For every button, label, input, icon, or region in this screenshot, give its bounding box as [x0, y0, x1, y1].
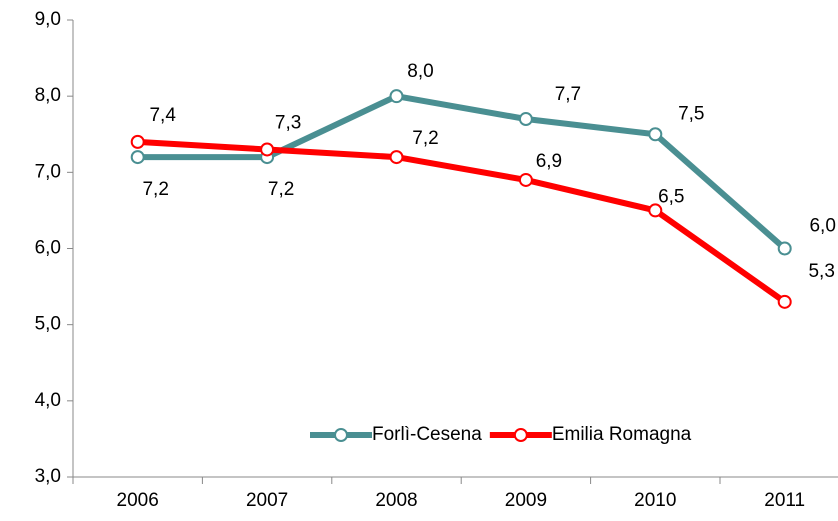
legend-marker [513, 428, 528, 442]
marker [130, 150, 145, 165]
x-tick-label: 2009 [505, 490, 547, 511]
x-tick-label: 2011 [764, 490, 805, 511]
data-label: 6,9 [536, 151, 562, 172]
x-tick-label: 2006 [117, 490, 159, 511]
data-label: 7,3 [275, 112, 301, 133]
marker [518, 172, 533, 187]
marker [777, 294, 792, 309]
data-label: 6,5 [658, 186, 684, 207]
marker [260, 142, 275, 157]
legend-marker [334, 428, 348, 442]
x-tick-label: 2008 [375, 490, 417, 511]
legend-label: Forlì-Cesena [372, 424, 482, 445]
marker [389, 150, 404, 165]
series-line [137, 93, 787, 251]
y-tick-label: 9,0 [35, 9, 61, 30]
data-label: 5,3 [808, 261, 834, 282]
marker [518, 112, 533, 127]
data-label: 6,0 [809, 216, 835, 237]
x-tick-label: 2007 [246, 490, 288, 511]
marker [648, 203, 663, 218]
y-tick-label: 5,0 [35, 314, 61, 335]
data-label: 7,5 [678, 103, 704, 124]
y-tick-label: 3,0 [35, 466, 61, 487]
y-tick-label: 8,0 [35, 85, 61, 106]
data-label: 7,2 [412, 128, 438, 149]
y-tick-label: 6,0 [35, 238, 61, 259]
marker [389, 89, 404, 104]
y-tick-label: 7,0 [35, 161, 61, 182]
data-label: 7,4 [149, 105, 176, 126]
series-line [137, 138, 787, 305]
data-label: 7,7 [555, 84, 581, 105]
legend-label: Emilia Romagna [552, 424, 692, 445]
marker [130, 134, 145, 149]
x-tick-label: 2010 [634, 490, 676, 511]
data-label: 7,2 [268, 179, 294, 200]
data-label: 7,2 [142, 179, 168, 200]
marker [648, 127, 663, 142]
y-tick-label: 4,0 [35, 390, 61, 411]
marker [777, 241, 792, 256]
data-label: 8,0 [407, 61, 433, 82]
